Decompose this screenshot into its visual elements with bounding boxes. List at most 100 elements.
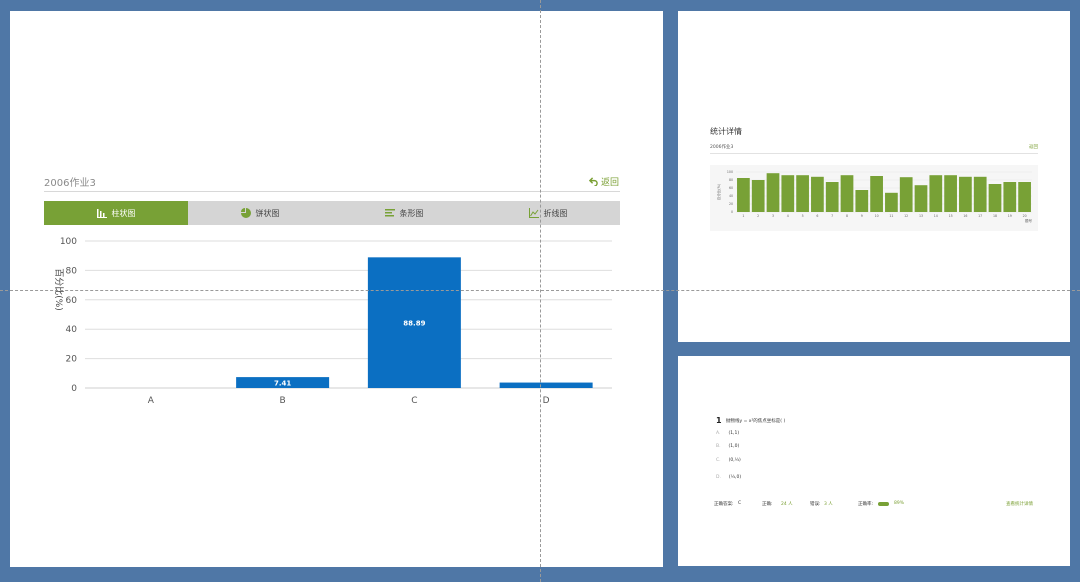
stats-bar	[1003, 182, 1017, 212]
stats-bar	[825, 182, 839, 212]
wrong-label: 错误:	[810, 502, 821, 507]
option-letter: C.	[716, 458, 721, 463]
x-tick-label: 10	[875, 214, 879, 218]
stats-title: 统计详情	[710, 127, 742, 136]
tab-pie-chart[interactable]: 饼状图	[188, 201, 332, 225]
x-tick-label: C	[411, 396, 417, 406]
y-tick-label: 20	[729, 202, 733, 206]
option-text: (1,0)	[728, 444, 740, 449]
stats-bar	[885, 192, 898, 212]
stats-bar	[870, 176, 883, 212]
correct-label: 正确:	[762, 502, 773, 507]
option-letter: A.	[716, 431, 721, 436]
tab-label: 饼状图	[255, 208, 280, 218]
x-tick-label: 6	[816, 214, 818, 218]
correct-count: 24 人	[781, 502, 793, 507]
y-tick-label: 0	[731, 210, 733, 214]
stats-bar	[766, 173, 780, 212]
stats-back-link[interactable]: 返回	[1029, 145, 1038, 150]
stats-bar	[781, 175, 795, 212]
x-tick-label: 19	[1008, 214, 1012, 218]
stats-bar	[914, 185, 928, 212]
option-b: B. (1,0)	[716, 444, 739, 449]
option-d: D. (¼,0)	[716, 475, 741, 480]
x-tick-label: 12	[904, 214, 908, 218]
x-tick-label: 4	[787, 214, 789, 218]
horizontal-guide-line	[0, 290, 1080, 291]
stats-bar	[929, 175, 943, 212]
option-letter: B.	[716, 444, 721, 449]
data-label: 7.41	[274, 380, 291, 388]
option-text: (0,¼)	[728, 458, 741, 463]
y-tick-label: 80	[66, 266, 78, 276]
stats-bar	[959, 176, 972, 212]
stats-bar	[899, 177, 913, 212]
stats-bar	[796, 175, 809, 212]
option-a: A. (1,1)	[716, 431, 739, 436]
option-text: (1,1)	[728, 431, 740, 436]
main-chart-panel: 2006作业3 返回 柱状图 饼状图 条形图	[10, 11, 663, 567]
bar-c	[367, 257, 461, 388]
rate-label: 正确率:	[858, 502, 874, 507]
x-tick-label: A	[148, 396, 155, 406]
x-tick-label: 17	[978, 214, 982, 218]
stats-chart-container: 0 20 40 60 80 100 百分比(%) 1 2 3 4 5 6 7 8 9 10 11 12 13 14 15 1…	[710, 165, 1038, 231]
stats-detail-panel: 统计详情 2006作业3 返回 0 20 40 60 80 100 百分比(%) 1 2 3 4 5 6…	[678, 11, 1070, 342]
x-tick-label: 11	[889, 214, 893, 218]
option-text: (¼,0)	[728, 475, 742, 480]
stats-bar	[840, 175, 854, 212]
y-axis-label: 百分比(%)	[53, 268, 65, 311]
question-panel: 1 抛物线y = x²的焦点坐标是( ) A. (1,1) B. (1,0) C…	[678, 356, 1070, 566]
pie-chart-icon	[240, 208, 251, 218]
bar-chart-icon	[96, 209, 107, 218]
stats-bar	[751, 180, 765, 212]
y-tick-label: 40	[729, 194, 733, 198]
view-stats-link[interactable]: 查看统计详情	[1006, 502, 1033, 507]
data-label: 88.89	[403, 320, 425, 328]
back-button[interactable]: 返回	[588, 175, 619, 188]
tab-bar-chart[interactable]: 柱状图	[44, 201, 188, 225]
y-tick-label: 80	[729, 178, 733, 182]
tab-label: 折线图	[543, 208, 568, 218]
horizontal-bar-icon	[384, 209, 395, 217]
question-text: 抛物线y = x²的焦点坐标是( )	[726, 419, 786, 424]
bar-b	[236, 377, 330, 388]
x-tick-label: 1	[742, 214, 744, 218]
y-tick-label: 60	[729, 186, 733, 190]
y-tick-label: 100	[60, 237, 77, 247]
tab-label: 条形图	[399, 208, 424, 218]
stats-bar	[944, 175, 957, 212]
option-letter: D.	[716, 475, 721, 480]
x-tick-label: 13	[919, 214, 923, 218]
bar-chart: 0 20 40 60 80 100 百分比(%) A 7.41 B 88.89 C D	[53, 237, 612, 406]
stats-bar	[737, 178, 750, 212]
stats-bar	[973, 176, 987, 212]
stats-divider	[710, 153, 1038, 154]
x-tick-label: B	[280, 396, 286, 406]
answer-label: 正确答案:	[714, 502, 734, 507]
y-tick-label: 60	[66, 296, 78, 306]
x-tick-label: D	[543, 396, 550, 406]
stats-subtitle: 2006作业3	[710, 145, 734, 150]
x-tick-label: 5	[802, 214, 804, 218]
y-axis-label: 百分比(%)	[716, 183, 721, 200]
x-tick-label: 3	[772, 214, 774, 218]
stats-bar	[855, 190, 869, 212]
wrong-count: 3 人	[824, 502, 833, 507]
y-tick-label: 0	[71, 384, 77, 394]
x-tick-label: 9	[861, 214, 863, 218]
x-tick-label: 15	[949, 214, 953, 218]
answer-value: C	[738, 501, 742, 506]
x-tick-label: 2	[757, 214, 759, 218]
tab-horizontal-bar-chart[interactable]: 条形图	[332, 201, 476, 225]
line-chart-icon	[528, 208, 539, 218]
option-c: C. (0,¼)	[716, 458, 741, 463]
tab-label: 柱状图	[111, 208, 136, 218]
page-title: 2006作业3	[44, 178, 96, 189]
title-divider	[44, 191, 620, 192]
chart-type-tabs: 柱状图 饼状图 条形图 折线图	[44, 201, 620, 225]
tab-line-chart[interactable]: 折线图	[476, 201, 620, 225]
y-tick-label: 100	[727, 170, 733, 174]
x-tick-label: 8	[846, 214, 848, 218]
